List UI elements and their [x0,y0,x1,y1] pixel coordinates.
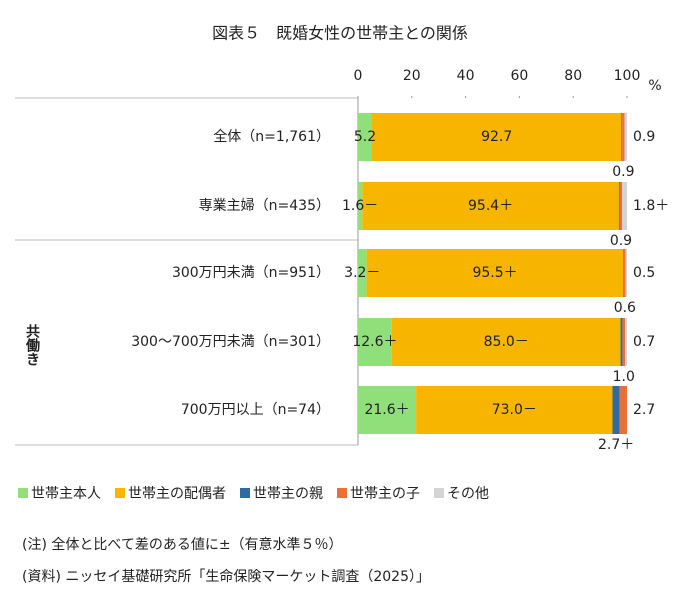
category-label: 300～700万円未満（n=301） [131,334,330,350]
bar-segment [624,249,626,297]
value-label: 2.7 [633,402,655,418]
x-tick-label: 100 [614,68,641,84]
x-tick-label: 60 [510,68,528,84]
bar-segment [622,318,626,366]
note: (資料) ニッセイ基礎研究所「生命保険マーケット調査（2025）」 [22,568,430,585]
legend-label: その他 [447,486,489,502]
legend-swatch [434,488,444,498]
legend-swatch [115,488,125,498]
bar-segment [371,113,622,161]
value-label: 2.7＋ [598,437,634,453]
value-label: 21.6＋ [364,402,409,418]
value-label: 0.6 [614,300,636,316]
legend-label: 世帯主の配偶者 [128,486,226,502]
bar-segment [362,182,619,230]
value-label: 73.0－ [492,402,537,418]
bar-segment [622,182,627,230]
bar-segment [416,386,613,434]
note: (注) 全体と比べて差のある値に±（有意水準５％） [22,536,343,553]
value-label: 0.7 [633,334,655,350]
x-tick-label: 20 [403,68,421,84]
value-label: 12.6＋ [352,334,397,350]
value-label: 1.6－ [342,198,378,214]
bar-segment [366,249,624,297]
value-label: 5.2 [354,129,376,145]
bar-segment [622,113,625,161]
bar-segment [623,249,625,297]
value-label: 0.9 [612,164,634,180]
legend-label: 世帯主の子 [350,486,420,502]
bar-segment [621,113,623,161]
x-tick-label: 0 [354,68,363,84]
category-label: 700万円以上（n=74） [181,402,330,418]
bar-segment [618,182,620,230]
value-label: 0.5 [633,265,655,281]
category-label: 300万円未満（n=951） [172,265,330,281]
value-label: 0.9 [633,129,655,145]
bar-segment [358,386,417,434]
bar-segment [358,249,367,297]
x-tick-label: 40 [457,68,475,84]
bar-segment [625,318,627,366]
bar-segment [619,182,623,230]
legend-label: 世帯主の親 [253,486,323,502]
value-label: 85.0－ [484,334,529,350]
bar-segment [612,386,620,434]
value-label: 95.5＋ [472,265,517,281]
value-label: 92.7 [481,129,512,145]
category-label: 全体（n=1,761） [213,128,330,145]
chart-title: 図表５ 既婚女性の世帯主との関係 [212,24,468,43]
legend-swatch [240,488,250,498]
x-unit: % [648,78,661,94]
x-tick-label: 80 [564,68,582,84]
bar-segment [358,318,392,366]
bar-segment [625,249,627,297]
legend-swatch [337,488,347,498]
value-label: 1.8＋ [633,198,669,214]
bar-segment [620,318,623,366]
bar-segment [619,386,627,434]
bar-segment [624,113,627,161]
value-label: 3.2－ [344,265,380,281]
legend-label: 世帯主本人 [31,486,101,502]
bar-segment [391,318,621,366]
group-label: 共働き [24,323,41,366]
legend-swatch [18,488,28,498]
category-label: 専業主婦（n=435） [199,197,330,214]
bar-segment [358,182,363,230]
value-label: 1.0 [613,369,635,385]
bar-segment [358,113,372,161]
value-label: 0.9 [610,233,632,249]
value-label: 95.4＋ [468,198,513,214]
